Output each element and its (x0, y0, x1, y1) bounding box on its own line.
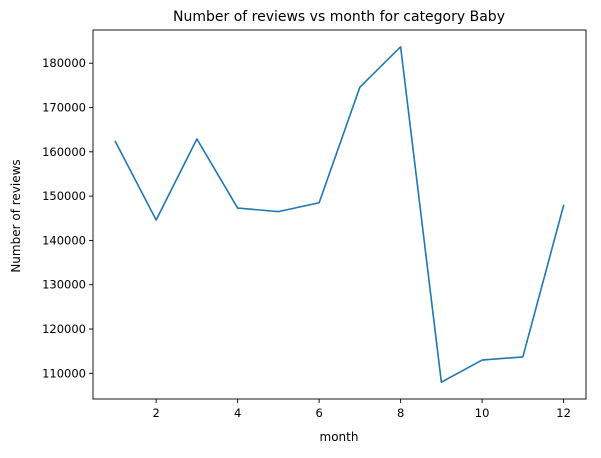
plot-area: 2 4 6 8 10 12 110000 120000 130000 140000 150000 16… (42, 29, 587, 420)
y-tick-label: 160000 (42, 145, 86, 159)
y-tick-label: 140000 (42, 233, 86, 247)
plot-frame (92, 29, 587, 400)
y-tick-label: 110000 (42, 366, 86, 380)
y-tick-label: 150000 (42, 189, 86, 203)
y-tick-label: 120000 (42, 322, 86, 336)
x-tick-label: 10 (475, 406, 490, 420)
y-tick-label: 130000 (42, 278, 86, 292)
x-tick-label: 8 (397, 406, 404, 420)
y-axis-label: Number of reviews (9, 159, 23, 272)
x-tick-label: 4 (234, 406, 241, 420)
chart-title: Number of reviews vs month for category … (173, 9, 505, 25)
x-tick-label: 6 (315, 406, 322, 420)
x-tick-label: 2 (152, 406, 159, 420)
x-axis-label: month (320, 430, 359, 444)
x-tick-label: 12 (556, 406, 571, 420)
y-tick-label: 170000 (42, 101, 86, 115)
series-line (114, 46, 565, 383)
y-tick-label: 180000 (42, 56, 86, 70)
